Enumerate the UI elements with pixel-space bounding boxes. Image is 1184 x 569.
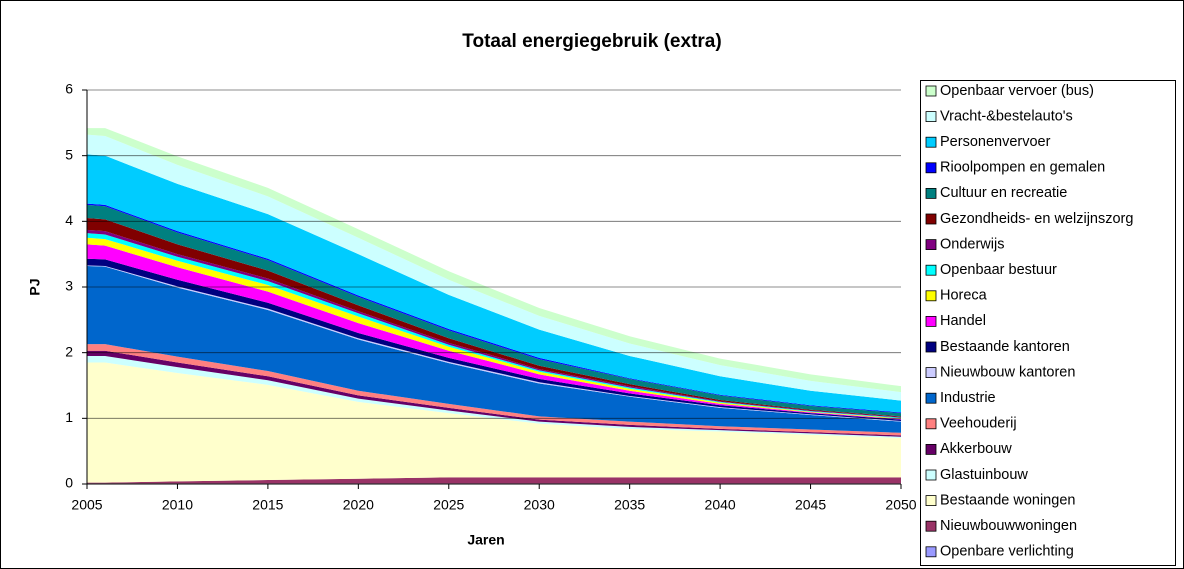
legend-swatch bbox=[925, 392, 937, 404]
x-tick-label: 2015 bbox=[252, 497, 283, 513]
area bbox=[87, 265, 901, 433]
legend-label: Gezondheids- en welzijnszorg bbox=[940, 211, 1133, 227]
legend-swatch bbox=[925, 187, 937, 199]
x-tick-label: 2030 bbox=[524, 497, 555, 513]
legend-label: Bestaande kantoren bbox=[940, 339, 1070, 355]
legend-label: Veehouderij bbox=[940, 416, 1017, 432]
legend-swatch bbox=[925, 469, 937, 481]
y-tick-label: 6 bbox=[65, 81, 73, 97]
legend-swatch bbox=[925, 213, 937, 225]
x-tick-label: 2035 bbox=[614, 497, 645, 513]
legend-label: Personenvervoer bbox=[940, 134, 1051, 150]
x-tick-label: 2005 bbox=[71, 497, 102, 513]
legend-swatch bbox=[925, 111, 937, 122]
x-tick-label: 2010 bbox=[162, 497, 193, 513]
y-tick-label: 5 bbox=[65, 146, 73, 162]
legend-swatch bbox=[925, 367, 937, 379]
y-axis-label: PJ bbox=[27, 278, 43, 295]
y-tick-label: 3 bbox=[65, 278, 73, 294]
area bbox=[87, 362, 901, 483]
legend-label: Bestaande woningen bbox=[940, 492, 1075, 508]
y-tick-label: 4 bbox=[65, 212, 73, 228]
legend-swatch bbox=[925, 520, 937, 532]
legend-swatch bbox=[925, 136, 937, 148]
x-tick-label: 2050 bbox=[885, 497, 916, 513]
x-tick-label: 2045 bbox=[795, 497, 826, 513]
legend-swatch bbox=[925, 239, 937, 251]
x-axis-label: Jaren bbox=[467, 532, 504, 548]
legend-swatch bbox=[925, 290, 937, 302]
legend-label: Horeca bbox=[940, 288, 988, 304]
legend-swatch bbox=[925, 443, 937, 455]
legend-swatch bbox=[925, 315, 937, 327]
legend-label: Cultuur en recreatie bbox=[940, 185, 1067, 201]
legend-swatch bbox=[925, 546, 937, 558]
legend-label: Vracht-&bestelauto's bbox=[940, 108, 1073, 124]
legend-swatch bbox=[925, 85, 937, 97]
legend-label: Nieuwbouwwoningen bbox=[940, 518, 1077, 534]
y-tick-label: 0 bbox=[65, 475, 73, 491]
y-tick-label: 1 bbox=[65, 409, 73, 425]
legend-label: Rioolpompen en gemalen bbox=[940, 160, 1105, 176]
legend bbox=[920, 80, 1176, 566]
legend-swatch bbox=[925, 495, 937, 507]
chart-title: Totaal energiegebruik (extra) bbox=[462, 31, 721, 52]
legend-label: Akkerbouw bbox=[940, 441, 1012, 457]
x-tick-label: 2020 bbox=[343, 497, 374, 513]
x-tick-label: 2040 bbox=[705, 497, 736, 513]
legend-label: Openbare verlichting bbox=[940, 544, 1074, 560]
legend-label: Nieuwbouw kantoren bbox=[940, 364, 1075, 380]
area bbox=[87, 134, 901, 401]
legend-label: Openbaar vervoer (bus) bbox=[940, 83, 1094, 99]
legend-label: Industrie bbox=[940, 390, 996, 406]
y-tick-label: 2 bbox=[65, 343, 73, 359]
legend-swatch bbox=[925, 341, 937, 353]
area bbox=[87, 477, 901, 484]
legend-label: Onderwijs bbox=[940, 236, 1004, 252]
legend-label: Openbaar bestuur bbox=[940, 262, 1057, 278]
legend-swatch bbox=[925, 162, 937, 174]
legend-label: Handel bbox=[940, 313, 986, 329]
legend-swatch bbox=[925, 264, 937, 276]
x-tick-label: 2025 bbox=[433, 497, 464, 513]
area bbox=[87, 128, 901, 393]
legend-swatch bbox=[925, 418, 937, 430]
legend-label: Glastuinbouw bbox=[940, 467, 1028, 483]
